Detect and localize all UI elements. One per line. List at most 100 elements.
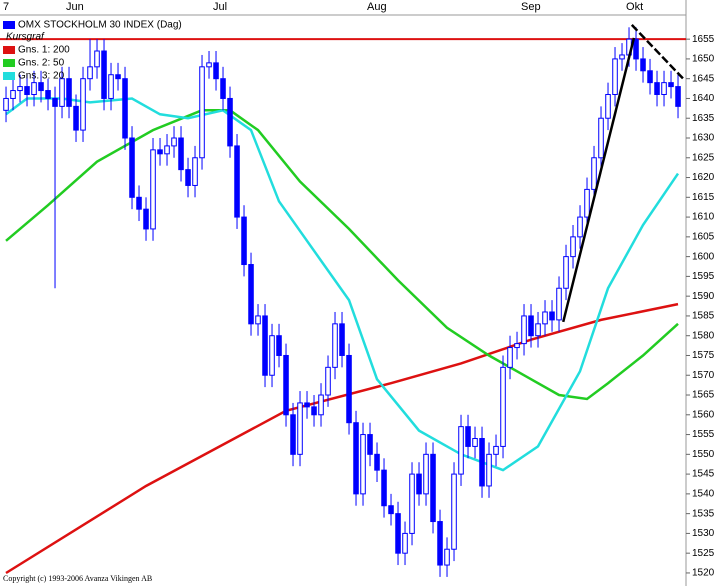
candles xyxy=(3,27,681,577)
y-tick-label: 1575 xyxy=(692,350,715,361)
y-tick-label: 1610 xyxy=(692,212,715,223)
candle-body xyxy=(115,74,121,80)
candle-body xyxy=(87,66,93,80)
candle-body xyxy=(248,264,254,325)
moving-average xyxy=(5,302,679,575)
candle-body xyxy=(654,82,660,96)
legend-swatch xyxy=(3,46,15,54)
candle-body xyxy=(395,513,401,554)
candle-body xyxy=(3,97,9,111)
candle-body xyxy=(220,78,226,99)
legend-swatch xyxy=(3,21,15,29)
candle-body xyxy=(521,315,527,345)
candle-body xyxy=(423,453,429,495)
y-tick-label: 1520 xyxy=(692,568,715,579)
y-tick-label: 1590 xyxy=(692,291,715,302)
candle-body xyxy=(570,236,576,258)
y-tick-label: 1635 xyxy=(692,113,715,124)
candle-body xyxy=(360,434,366,495)
y-tick-label: 1625 xyxy=(692,152,715,163)
y-tick-label: 1540 xyxy=(692,489,715,500)
candle-body xyxy=(206,62,212,68)
candle-body xyxy=(402,532,408,554)
candle-body xyxy=(339,323,345,356)
candle-body xyxy=(73,105,79,131)
candle-body xyxy=(24,86,30,96)
y-tick-label: 1555 xyxy=(692,429,715,440)
candle-body xyxy=(255,315,261,325)
candle-body xyxy=(486,453,492,487)
candle-body xyxy=(563,256,569,289)
candle-body xyxy=(80,78,86,131)
candle-body xyxy=(437,521,443,566)
legend-entry: Gns. 2: 50 xyxy=(18,58,65,69)
y-tick-label: 1640 xyxy=(692,93,715,104)
candle-body xyxy=(318,394,324,416)
x-tick-label: Aug xyxy=(367,1,387,13)
x-tick-label: Jun xyxy=(66,1,84,13)
candle-body xyxy=(388,505,394,515)
y-tick-label: 1535 xyxy=(692,508,715,519)
y-tick-label: 1585 xyxy=(692,311,715,322)
candle-body xyxy=(381,469,387,507)
candle-body xyxy=(661,82,667,96)
y-tick-label: 1630 xyxy=(692,133,715,144)
candle-body xyxy=(507,347,513,368)
candle-body xyxy=(262,315,268,376)
candle-body xyxy=(157,149,163,155)
candle-body xyxy=(101,50,107,99)
candle-body xyxy=(556,287,562,321)
candle-body xyxy=(416,473,422,495)
y-tick-label: 1525 xyxy=(692,548,715,559)
y-tick-label: 1570 xyxy=(692,370,715,381)
candle-body xyxy=(444,548,450,566)
y-tick-label: 1580 xyxy=(692,330,715,341)
candle-body xyxy=(591,157,597,190)
candle-body xyxy=(304,402,310,408)
candle-body xyxy=(283,354,289,416)
candle-body xyxy=(178,137,184,171)
candle-body xyxy=(269,335,275,376)
candle-body xyxy=(465,426,471,447)
x-tick-label: Sep xyxy=(521,1,541,13)
candle-body xyxy=(633,38,639,60)
candle-body xyxy=(332,323,338,368)
candle-body xyxy=(59,78,65,107)
legend-entry: Gns. 1: 200 xyxy=(18,45,70,56)
trend-line xyxy=(630,24,686,81)
candle-body xyxy=(122,78,128,139)
candle-body xyxy=(346,354,352,424)
y-tick-label: 1620 xyxy=(692,172,715,183)
candle-body xyxy=(52,97,58,107)
y-tick-label: 1545 xyxy=(692,469,715,480)
candle-body xyxy=(535,323,541,337)
candle-body xyxy=(38,82,44,92)
trend-line xyxy=(562,37,636,323)
candle-body xyxy=(584,188,590,218)
candle-body xyxy=(640,58,646,72)
candle-body xyxy=(374,453,380,471)
candle-body xyxy=(276,335,282,356)
candle-body xyxy=(213,62,219,80)
candle-body xyxy=(171,137,177,147)
candle-body xyxy=(325,366,331,396)
candle-body xyxy=(612,58,618,96)
y-tick-label: 1560 xyxy=(692,409,715,420)
legend-swatch xyxy=(3,72,15,80)
candle-body xyxy=(514,343,520,349)
candle-body xyxy=(353,422,359,495)
candle-body xyxy=(472,438,478,447)
legend-entry: Kursgraf xyxy=(6,32,45,43)
x-tick-label: Jul xyxy=(213,1,227,13)
candle-body xyxy=(668,82,674,88)
candle-body xyxy=(528,315,534,337)
candle-body xyxy=(241,216,247,266)
candle-body xyxy=(542,311,548,325)
candle-body xyxy=(66,78,72,107)
candle-body xyxy=(647,70,653,84)
candle-body xyxy=(185,169,191,186)
candle-body xyxy=(17,86,23,92)
candle-body xyxy=(129,137,135,198)
